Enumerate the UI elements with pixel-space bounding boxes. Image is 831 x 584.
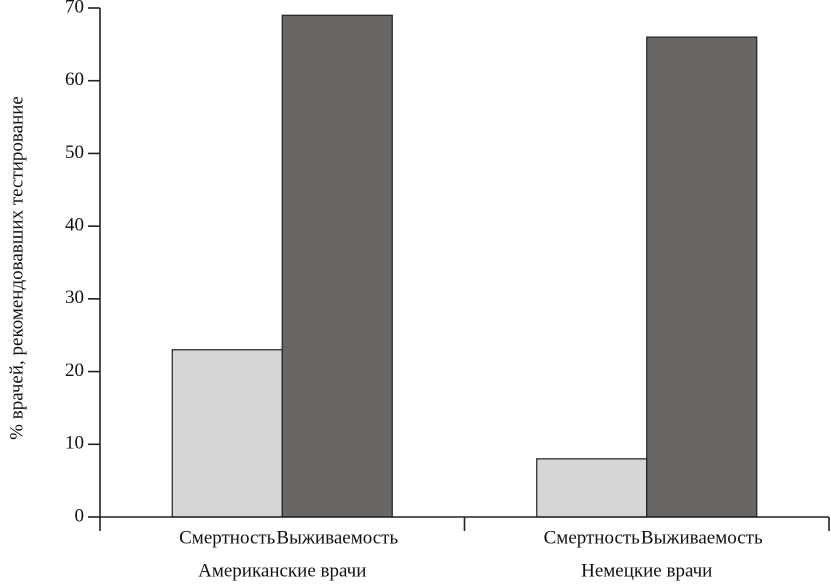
bar-label: Выживаемость: [641, 527, 763, 548]
bar: [281, 14, 393, 518]
y-tick-label: 40: [65, 215, 84, 236]
bar: [536, 458, 648, 518]
y-tick-label: 0: [75, 505, 85, 526]
x-tick-label: Американские врачи: [198, 560, 366, 581]
bar-label: Смертность: [179, 527, 276, 548]
bar-label: Выживаемость: [276, 527, 398, 548]
x-tick-label: Немецкие врачи: [581, 560, 712, 581]
bar-label: Смертность: [544, 527, 641, 548]
y-tick-label: 30: [65, 287, 84, 308]
y-tick-label: 20: [65, 360, 84, 381]
y-tick-label: 10: [65, 433, 84, 454]
bar: [646, 36, 758, 518]
y-tick-label: 70: [65, 0, 84, 17]
y-tick-label: 60: [65, 69, 84, 90]
y-tick-label: 50: [65, 142, 84, 163]
y-axis-label: % врачей, рекомендовавших тестирование: [6, 96, 27, 440]
bar: [171, 349, 283, 518]
